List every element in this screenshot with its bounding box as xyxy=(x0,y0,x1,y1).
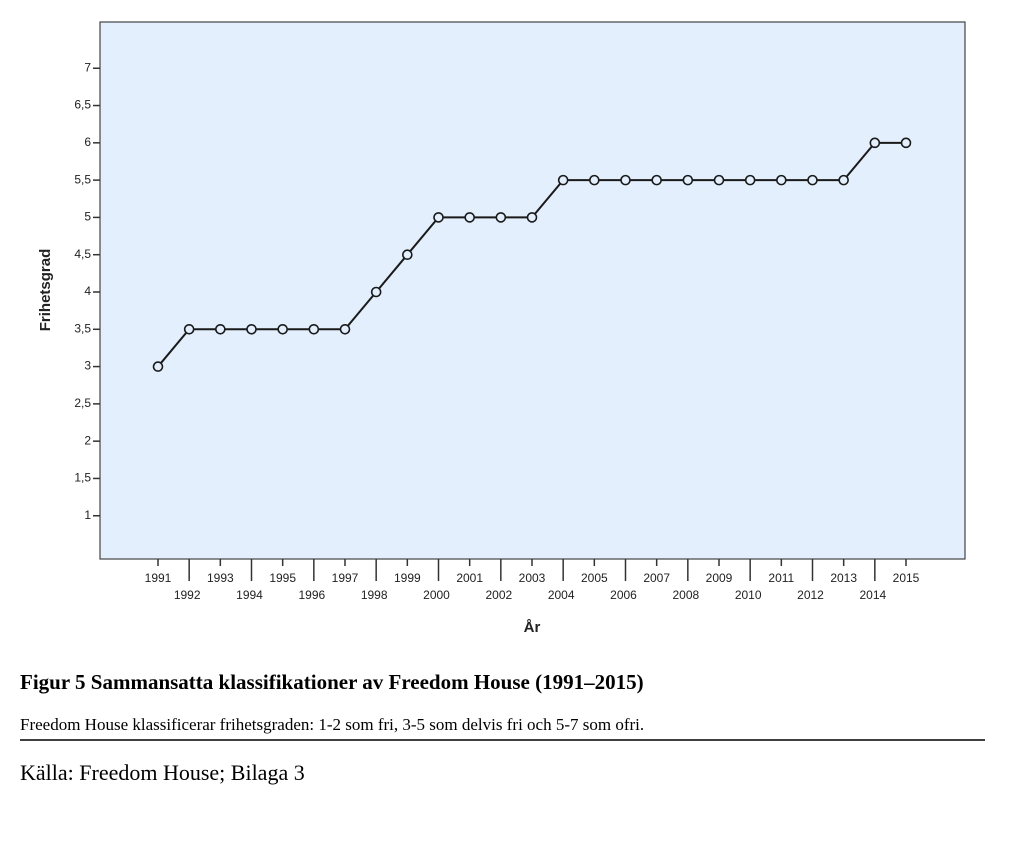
figure-title: Figur 5 Sammansatta klassifikationer av … xyxy=(20,670,644,694)
marker xyxy=(308,323,320,335)
y-tick-label: 1,5 xyxy=(74,471,91,485)
x-tick-label: 2004 xyxy=(548,588,575,602)
marker xyxy=(838,174,849,186)
x-tick-label: 2014 xyxy=(859,588,886,602)
marker xyxy=(464,212,475,223)
x-tick-label: 1994 xyxy=(236,588,263,602)
figure-source: Källa: Freedom House; Bilaga 3 xyxy=(20,760,305,785)
y-tick-label: 6 xyxy=(84,135,91,149)
x-tick-label: 1993 xyxy=(207,571,234,585)
x-tick-label: 2008 xyxy=(672,588,699,602)
y-tick-label: 6,5 xyxy=(74,98,91,112)
x-tick-label: 2009 xyxy=(706,571,733,585)
marker xyxy=(370,286,382,298)
y-axis-title: Frihetsgrad xyxy=(37,249,54,332)
y-tick-label: 1 xyxy=(84,508,91,522)
x-tick-label: 2001 xyxy=(456,571,483,585)
marker xyxy=(526,212,538,223)
marker xyxy=(339,323,351,335)
x-tick-label: 1998 xyxy=(361,588,388,602)
marker xyxy=(682,174,694,186)
marker xyxy=(277,323,288,335)
marker xyxy=(869,137,881,149)
marker xyxy=(589,174,600,186)
plot-area xyxy=(99,21,966,560)
x-tick-label: 1999 xyxy=(394,571,421,585)
x-axis-title: År xyxy=(524,619,541,636)
marker xyxy=(215,323,226,335)
marker xyxy=(744,174,756,186)
marker xyxy=(713,174,725,186)
marker xyxy=(402,249,413,260)
x-tick-label: 2005 xyxy=(581,571,608,585)
marker xyxy=(433,212,444,223)
marker xyxy=(152,361,164,372)
x-tick-label: 2000 xyxy=(423,588,450,602)
x-tick-label: 1991 xyxy=(145,571,172,585)
x-tick-label: 1996 xyxy=(298,588,325,602)
marker xyxy=(557,174,569,186)
x-tick-label: 2007 xyxy=(643,571,670,585)
x-tick-label: 2003 xyxy=(519,571,546,585)
marker xyxy=(651,174,662,186)
x-tick-label: 2012 xyxy=(797,588,824,602)
marker xyxy=(495,212,507,223)
x-tick-label: 1995 xyxy=(269,571,296,585)
x-tick-label: 2011 xyxy=(768,571,794,585)
marker xyxy=(183,323,195,335)
x-tick-label: 2002 xyxy=(485,588,512,602)
y-tick-label: 7 xyxy=(84,60,91,74)
x-tick-label: 2015 xyxy=(893,571,920,585)
x-tick-label: 1992 xyxy=(174,588,201,602)
y-tick-label: 5,5 xyxy=(74,172,91,186)
y-tick-label: 4 xyxy=(84,284,91,298)
y-tick-label: 2 xyxy=(84,433,91,447)
y-tick-label: 3 xyxy=(84,359,91,373)
x-tick-label: 2006 xyxy=(610,588,637,602)
marker xyxy=(620,174,631,186)
y-tick-label: 3,5 xyxy=(74,321,91,335)
marker xyxy=(776,174,787,186)
y-tick-label: 2,5 xyxy=(74,396,91,410)
marker xyxy=(246,323,257,335)
y-tick-label: 4,5 xyxy=(74,247,91,261)
x-tick-label: 2010 xyxy=(735,588,762,602)
x-tick-label: 1997 xyxy=(332,571,359,585)
x-tick-label: 2013 xyxy=(830,571,857,585)
marker xyxy=(807,174,818,186)
marker xyxy=(900,137,912,149)
figure-note: Freedom House klassificerar frihetsgrade… xyxy=(20,715,644,734)
y-tick-label: 5 xyxy=(84,210,91,224)
